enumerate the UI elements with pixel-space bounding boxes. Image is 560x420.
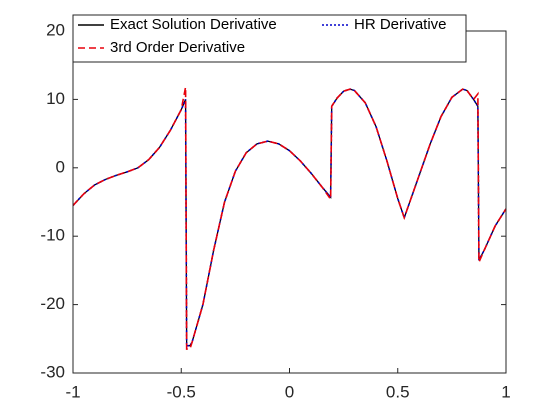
legend-label: Exact Solution Derivative: [110, 16, 277, 33]
y-tick-label: -30: [40, 362, 65, 381]
x-tick-label: -1: [65, 382, 80, 401]
series-line: [72, 86, 507, 350]
legend-label: HR Derivative: [354, 16, 447, 33]
y-tick-label: -20: [40, 294, 65, 313]
legend-label: 3rd Order Derivative: [110, 39, 245, 56]
legend-box: [72, 14, 467, 63]
y-tick-label: -10: [40, 226, 65, 245]
x-tick-label: 1: [501, 382, 510, 401]
y-tick-label: 10: [46, 89, 65, 108]
x-tick-label: 0.5: [386, 382, 410, 401]
x-tick-label: 0: [285, 382, 294, 401]
x-tick-label: -0.5: [167, 382, 196, 401]
y-tick-label: 20: [46, 20, 65, 39]
y-tick-label: 0: [56, 157, 65, 176]
legend: Exact Solution Derivative HR Derivative 3r…: [72, 14, 467, 63]
